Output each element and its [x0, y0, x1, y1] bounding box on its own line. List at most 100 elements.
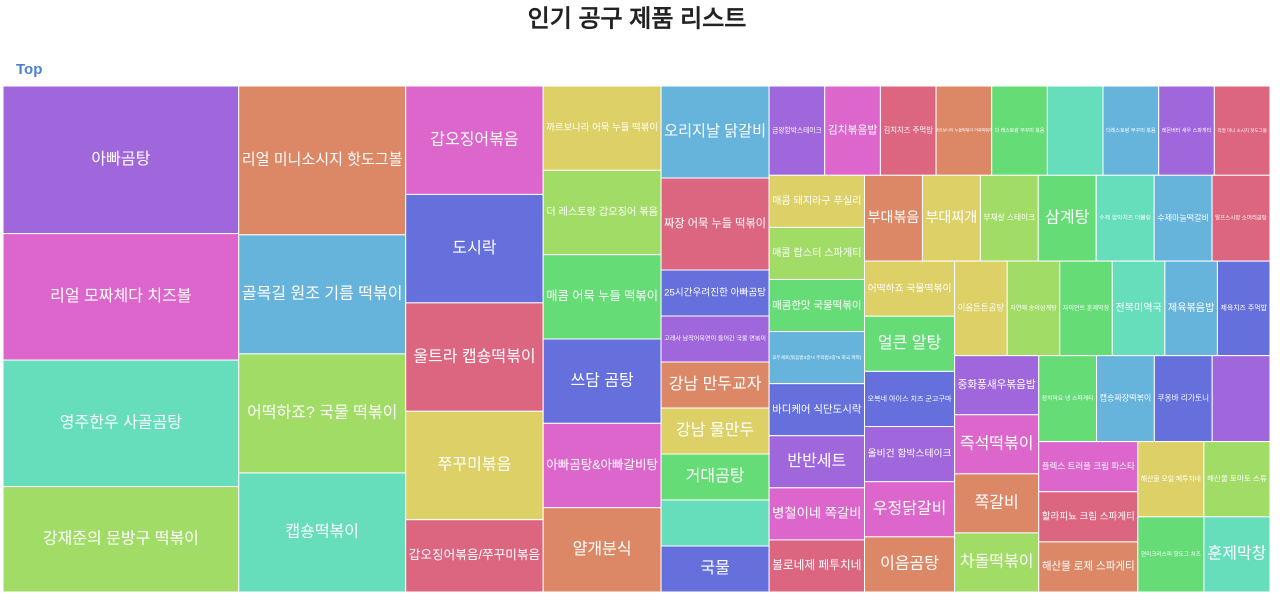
- tile: [238, 85, 407, 236]
- tile-label: 도시락: [452, 239, 496, 257]
- tile-label: 이음곰탕: [880, 555, 939, 573]
- tile-label: 리얼 미니소시지 핫도그볼: [242, 151, 403, 168]
- tile-label: 매콤 돼지라구 푸실리: [772, 195, 861, 207]
- tile: [660, 315, 770, 363]
- tile-label: 아빠곰탕&아빠갈비탕: [546, 458, 658, 472]
- tile-label: 레몬버터 새우 스파게티: [1162, 127, 1212, 134]
- tile: [1037, 174, 1097, 262]
- tile: [542, 85, 662, 171]
- tile: [2, 85, 240, 235]
- tile-label: 제육볶음밥: [1168, 302, 1215, 314]
- tile-label: 차돌떡볶이: [960, 553, 1034, 571]
- tile-label: 수제마늘떡갈비: [1157, 212, 1209, 222]
- tile: [1211, 355, 1271, 443]
- tile-label: 강남 만두교자: [669, 375, 762, 393]
- tile-label: 까르보나라 누들떡볶이 어묵떡볶이: [935, 127, 993, 133]
- tile-label: 어떡하죠 국물떡볶이: [868, 281, 952, 294]
- tile: [768, 539, 866, 593]
- tile: [1038, 355, 1098, 443]
- tile: [1095, 174, 1155, 262]
- tile: [768, 174, 866, 228]
- tile-label: 강재준의 문방구 떡볶이: [43, 530, 199, 548]
- tile: [864, 370, 956, 428]
- tile-label: 리얼 미니 소시지 핫도그볼: [1217, 127, 1266, 134]
- tile-label: 자연애 송이삼계탕: [1010, 304, 1057, 312]
- tile: [1046, 85, 1104, 176]
- tile: [864, 536, 956, 593]
- tile-label: 캡숑짜장떡볶이: [1100, 393, 1152, 403]
- tile-label: 제육치즈 주먹밥: [1220, 303, 1267, 312]
- tile-label: 김치볶음밥: [828, 124, 878, 136]
- tile: [768, 226, 866, 280]
- tile-label: 금왕함박스테이크: [772, 125, 822, 134]
- tile-label: 모두세트(볶음밥3종*4 주먹밥2종*6 회국 파파): [772, 354, 862, 361]
- tile: [768, 383, 866, 437]
- tile: [405, 519, 544, 593]
- tile-label: 부대볶음: [868, 209, 920, 225]
- tile: [660, 85, 770, 179]
- tile-label: 더 레스토랑 쭈꾸미 볶음: [995, 127, 1045, 134]
- tile-label: 할라피뇨 크림 스파게티: [1042, 510, 1135, 522]
- tile: [864, 426, 956, 483]
- tile: [768, 85, 826, 176]
- tile: [2, 486, 240, 593]
- tile: [1038, 541, 1139, 593]
- tile: [935, 85, 993, 176]
- tile-label: 골목길 원조 기름 떡볶이: [242, 285, 403, 303]
- tile-label: 이음튼튼곰탕: [958, 303, 1005, 313]
- tile-label: 부채살 스테이크: [983, 212, 1035, 222]
- tile: [405, 193, 544, 304]
- tile-label: 강남 물만두: [676, 421, 754, 439]
- tile: [660, 499, 770, 547]
- tile-label: 거대곰탕: [686, 467, 745, 485]
- tile: [1137, 441, 1205, 518]
- tile-label: 갑오징어볶음/쭈꾸미볶음: [409, 548, 540, 562]
- tile-label: 리얼 모짜체다 치즈볼: [50, 287, 191, 305]
- tile-label: 더레스토랑 부꾸미 볶음: [1106, 127, 1156, 134]
- tile: [1203, 441, 1271, 518]
- tile: [864, 260, 956, 317]
- tile-label: 쿠옹바 리가토니: [1157, 393, 1209, 403]
- tile: [921, 174, 981, 262]
- tile: [1211, 174, 1271, 262]
- tile: [405, 410, 544, 521]
- tile-label: 우정닭갈비: [873, 499, 947, 517]
- tile-label: 캡숑떡볶이: [285, 523, 359, 541]
- tile-label: 볼로네제 페투치네: [772, 559, 861, 572]
- tile: [2, 359, 240, 488]
- tile-label: 얼큰 알탕: [878, 334, 942, 352]
- tile-label: 영주한우 사골곰탕: [60, 414, 182, 432]
- tile: [768, 331, 866, 385]
- tile-label: 현미크리스피 핫도그 치즈: [1141, 550, 1201, 558]
- tile: [1153, 174, 1213, 262]
- tile-label: 아빠곰탕: [91, 150, 150, 168]
- pathbar[interactable]: Top: [16, 61, 42, 78]
- tile: [864, 481, 956, 538]
- tile: [768, 278, 866, 333]
- tile: [660, 177, 770, 271]
- chart-title: 인기 공구 제품 리스트: [528, 5, 747, 32]
- tile-label: 삼계탕: [1045, 208, 1089, 226]
- tile-label: 참치마요 냉 스파게티: [1042, 394, 1094, 402]
- tile-label: 쪽갈비: [975, 494, 1019, 512]
- tile-label: 전복미역국: [1115, 302, 1162, 314]
- tile-label: 더 레스토랑 갑오징어 볶음: [546, 206, 658, 218]
- tile: [954, 414, 1040, 475]
- tile-label: 중화풍새우볶음밥: [958, 379, 1036, 391]
- tile: [1059, 260, 1113, 357]
- tile-label: 25시간우려진한 아빠곰탕: [664, 287, 766, 299]
- tile-label: 해산물 로제 스파게티: [1042, 560, 1135, 573]
- tile-label: 짜장 어묵 누들 떡볶이: [664, 217, 766, 230]
- tile: [768, 487, 866, 541]
- tile-label: 알프스시장 소머리곰탕: [1215, 214, 1267, 222]
- tile: [1096, 355, 1155, 443]
- tile-label: 국물: [700, 559, 729, 577]
- tile-label: 자이언트 훈제막창: [1063, 304, 1110, 312]
- tile: [660, 545, 770, 593]
- tile-label: 해산물 토마토 스튜: [1207, 473, 1267, 483]
- tile: [542, 254, 662, 340]
- tile-label: 반반세트: [787, 452, 846, 470]
- tile: [1164, 260, 1218, 357]
- tile-label: 김치치즈 주먹밥: [883, 126, 933, 135]
